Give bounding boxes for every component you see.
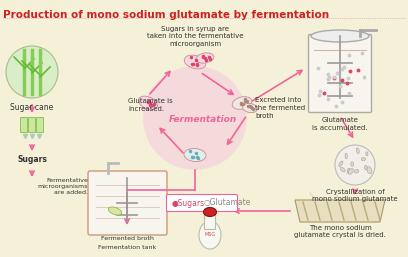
Ellipse shape [339, 161, 343, 167]
Ellipse shape [366, 152, 368, 156]
Ellipse shape [196, 53, 214, 63]
Text: Fermentation: Fermentation [169, 115, 237, 124]
FancyBboxPatch shape [308, 34, 372, 113]
Circle shape [143, 66, 247, 170]
FancyBboxPatch shape [36, 117, 44, 133]
FancyBboxPatch shape [29, 117, 35, 133]
Text: Fermented broth: Fermented broth [100, 236, 153, 241]
Ellipse shape [367, 167, 372, 174]
Ellipse shape [108, 207, 122, 215]
Text: Glutamate
is accumulated.: Glutamate is accumulated. [312, 117, 368, 131]
Ellipse shape [311, 30, 369, 42]
Text: Excreted into
the fermented
broth: Excreted into the fermented broth [255, 97, 305, 118]
Text: ●Sugars: ●Sugars [172, 198, 205, 207]
Ellipse shape [184, 55, 206, 69]
Ellipse shape [356, 148, 359, 153]
Text: ○Glutamate: ○Glutamate [204, 198, 251, 207]
Ellipse shape [361, 158, 366, 161]
Ellipse shape [139, 96, 157, 110]
Circle shape [335, 145, 375, 185]
Ellipse shape [340, 167, 345, 172]
Text: The mono sodium
glutamate crystal is dried.: The mono sodium glutamate crystal is dri… [294, 225, 386, 238]
Ellipse shape [354, 169, 359, 173]
Ellipse shape [347, 168, 350, 173]
Ellipse shape [199, 221, 221, 249]
Text: MSG: MSG [204, 233, 215, 237]
Text: Crystallization of
mono sodium glutamate: Crystallization of mono sodium glutamate [312, 189, 398, 203]
Polygon shape [295, 200, 385, 222]
FancyBboxPatch shape [166, 195, 237, 212]
Text: Fermentative
microorganisms
are added.: Fermentative microorganisms are added. [38, 178, 88, 195]
Ellipse shape [348, 168, 353, 174]
Ellipse shape [204, 207, 217, 216]
Text: Production of mono sodium glutamate by fermentation: Production of mono sodium glutamate by f… [3, 10, 329, 20]
Text: Glutamate is
increased.: Glutamate is increased. [128, 98, 173, 112]
Text: Sugars: Sugars [17, 155, 47, 164]
Text: Sugars in syrup are
taken into the fermentative
microorganism: Sugars in syrup are taken into the ferme… [147, 26, 243, 47]
Ellipse shape [184, 149, 206, 162]
FancyBboxPatch shape [20, 117, 27, 133]
Ellipse shape [364, 166, 367, 170]
Ellipse shape [232, 97, 252, 109]
Text: Fermentation tank: Fermentation tank [98, 245, 156, 250]
Text: Sugar cane: Sugar cane [10, 103, 53, 112]
Circle shape [6, 46, 58, 98]
FancyBboxPatch shape [88, 171, 167, 235]
Ellipse shape [345, 153, 347, 159]
FancyBboxPatch shape [204, 210, 215, 230]
Ellipse shape [243, 103, 257, 113]
Ellipse shape [351, 162, 354, 166]
